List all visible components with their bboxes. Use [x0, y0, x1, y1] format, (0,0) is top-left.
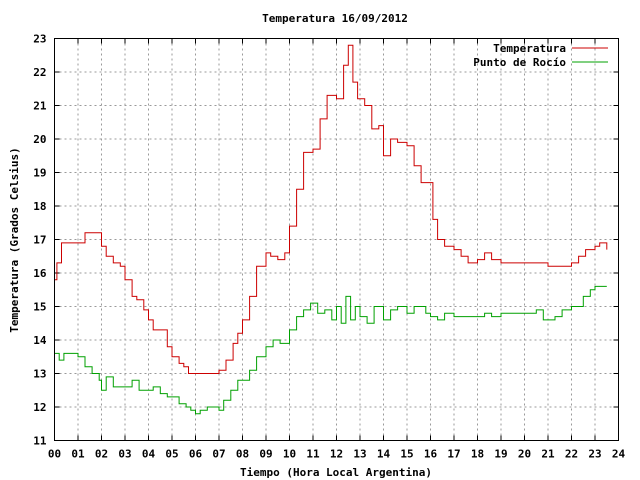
x-tick-label: 15 [400, 448, 413, 461]
temperatura-line [54, 44, 608, 374]
axis-ticks [54, 38, 619, 441]
x-tick-label: 13 [353, 448, 366, 461]
x-tick-label: 06 [189, 448, 203, 461]
x-tick-label: 19 [494, 448, 507, 461]
y-tick-label: 16 [33, 267, 47, 280]
gridlines [54, 38, 619, 441]
x-axis-label: Tiempo (Hora Local Argentina) [240, 466, 432, 479]
legend: Temperatura Punto de Rocío [473, 42, 608, 69]
x-tick-label: 04 [142, 448, 156, 461]
x-tick-label: 05 [165, 448, 178, 461]
series-lines [54, 44, 608, 415]
y-tick-label: 19 [33, 167, 46, 180]
y-tick-label: 14 [33, 334, 47, 347]
y-tick-label: 22 [33, 66, 46, 79]
y-tick-label: 12 [33, 401, 46, 414]
x-tick-label: 07 [212, 448, 225, 461]
y-tick-label: 20 [33, 133, 46, 146]
x-tick-label: 08 [236, 448, 249, 461]
y-axis-label: Temperatura (Grados Celsius) [8, 147, 21, 332]
x-tick-label: 09 [259, 448, 272, 461]
x-tick-label: 18 [471, 448, 484, 461]
x-tick-label: 24 [612, 448, 626, 461]
x-tick-label: 01 [71, 448, 85, 461]
y-tick-label: 23 [33, 33, 46, 46]
x-tick-label: 02 [95, 448, 108, 461]
x-tick-label: 20 [518, 448, 531, 461]
x-tick-label: 17 [447, 448, 460, 461]
x-tick-label: 14 [377, 448, 391, 461]
x-tick-label: 23 [588, 448, 601, 461]
y-tick-label: 18 [33, 200, 46, 213]
legend-label-punto-rocio: Punto de Rocío [473, 56, 566, 69]
y-tick-label: 17 [33, 234, 46, 247]
y-tick-label: 11 [33, 435, 47, 448]
punto-rocio-line [54, 285, 607, 415]
y-tick-label: 21 [33, 100, 47, 113]
x-tick-label: 11 [306, 448, 320, 461]
y-axis-tick-labels: 11 12 13 14 15 16 17 18 19 20 21 22 23 [33, 33, 47, 448]
x-tick-label: 12 [330, 448, 343, 461]
x-tick-label: 16 [424, 448, 438, 461]
x-tick-label: 03 [118, 448, 131, 461]
chart-title: Temperatura 16/09/2012 [262, 12, 408, 25]
y-tick-label: 13 [33, 368, 46, 381]
plot-frame [54, 38, 619, 441]
x-tick-label: 21 [541, 448, 555, 461]
x-tick-label: 10 [283, 448, 296, 461]
x-tick-label: 00 [48, 448, 61, 461]
x-axis-tick-labels: 00 01 02 03 04 05 06 07 08 09 10 11 12 13 14 15 16 17 18 19… [48, 448, 626, 461]
y-tick-label: 15 [33, 301, 46, 314]
x-tick-label: 22 [565, 448, 578, 461]
legend-label-temperatura: Temperatura [493, 42, 566, 55]
